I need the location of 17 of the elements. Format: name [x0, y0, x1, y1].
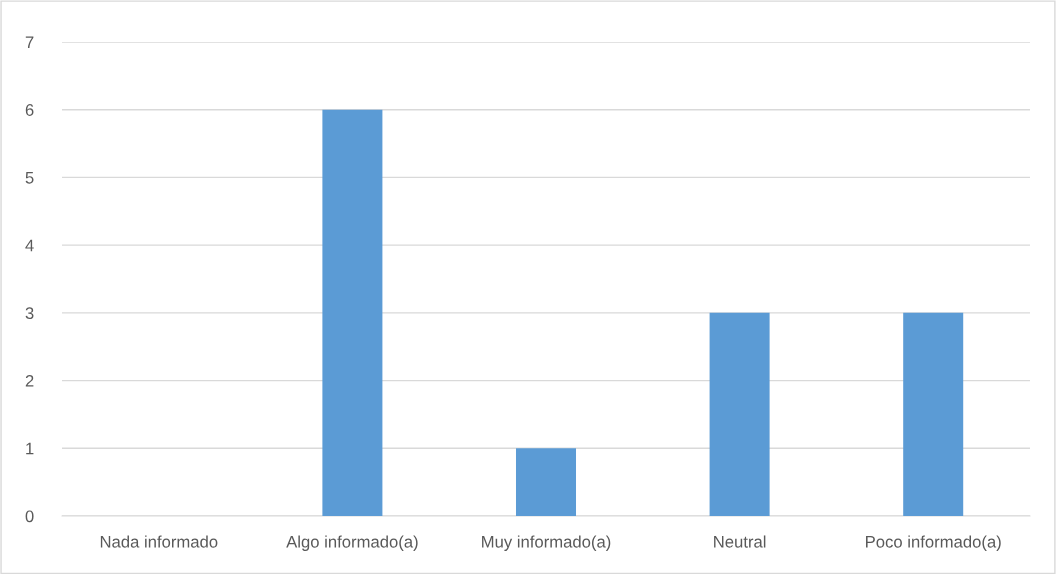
y-tick-label: 0 [25, 510, 34, 523]
y-tick-label: 4 [25, 239, 34, 252]
y-tick-label: 7 [25, 36, 34, 49]
bar [322, 109, 383, 516]
y-tick-label: 3 [25, 307, 34, 320]
x-tick-label: Nada informado [100, 535, 218, 548]
y-tick-label: 6 [25, 104, 34, 116]
bar [515, 448, 577, 516]
x-tick-label: Muy informado(a) [482, 535, 611, 551]
x-tick-label: Neutral [714, 535, 766, 548]
y-tick-label: 2 [25, 374, 34, 387]
x-tick-label: Algo informado(a) [286, 535, 418, 551]
bar [709, 312, 770, 516]
y-tick-label: 1 [26, 442, 34, 455]
bar [903, 312, 964, 516]
x-tick-label: Poco informado(a) [866, 535, 1001, 551]
y-tick-label: 5 [25, 172, 34, 184]
